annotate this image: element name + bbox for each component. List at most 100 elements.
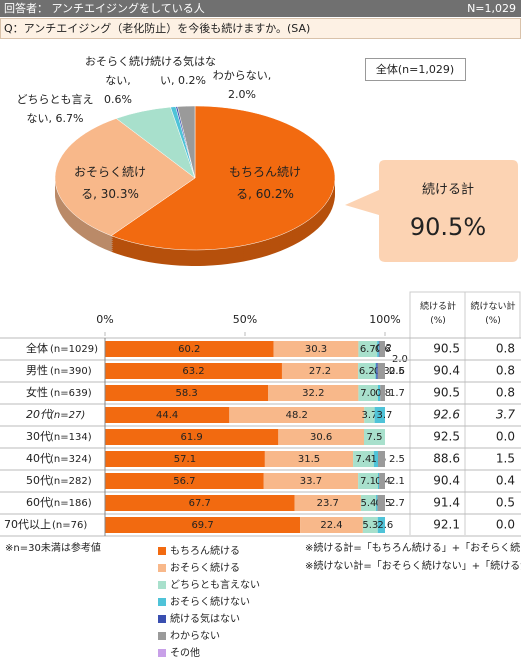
pie-label-line: もちろん続け [229, 165, 301, 179]
table-header-line: 続ける計 [420, 300, 456, 312]
bar-value-label: 57.1 [174, 454, 196, 465]
bar-segment [358, 341, 378, 357]
table-header-line: (%) [485, 316, 501, 326]
pie-label-line: おそらく続け [85, 54, 151, 68]
table-cell: 88.6 [433, 452, 460, 466]
bar-segment [377, 363, 385, 379]
table-header-line: (%) [430, 316, 446, 326]
legend-label: わからない [170, 630, 220, 642]
pie-label: おそらく続ける, 30.3% [74, 165, 146, 201]
x-tick-label: 100% [369, 313, 400, 326]
x-tick-label: 0% [96, 313, 113, 326]
n-label: (n=282) [50, 476, 92, 487]
table-header-line: 続けない計 [470, 300, 515, 312]
bar-segment [281, 363, 359, 379]
subtitle-box [365, 58, 466, 81]
bar-segment [294, 495, 361, 511]
bar-value-label: 58.3 [175, 388, 197, 399]
bar-segment [376, 363, 378, 379]
n-label: (n=76) [52, 520, 87, 531]
pie-label-line: どちらとも言え [17, 93, 94, 106]
bar-segment [353, 451, 374, 467]
bar-value-label: 7.5 [367, 432, 383, 443]
bar-segment [377, 495, 385, 511]
bar-segment [376, 495, 378, 511]
bar-segment [375, 363, 377, 379]
bar-value-label: 32.2 [302, 388, 324, 399]
table-cell: 90.4 [433, 364, 460, 378]
bar-segment [377, 341, 379, 357]
bar-value-label: 31.5 [298, 454, 320, 465]
pie-label-line: 2.0% [228, 88, 256, 101]
bar-segment [358, 385, 378, 401]
legend-swatch [158, 581, 166, 589]
table-cell: 90.4 [433, 474, 460, 488]
category-label: 30代 [26, 430, 51, 443]
bar-value-label: 7.1 [360, 476, 376, 487]
bar-value-label: 2.1 [389, 476, 405, 487]
respondents: 回答者： アンチエイジングをしている人 [4, 1, 205, 15]
header-bar [0, 0, 521, 17]
bar-segment [273, 341, 359, 357]
bar-value-label: 3.7 [377, 410, 393, 421]
bar-value-label: 56.7 [173, 476, 195, 487]
table-cell: 0.0 [496, 430, 515, 444]
bar-segment [105, 451, 265, 467]
bar-segment [300, 517, 363, 533]
pie-label: 続ける気はない, 0.2% [150, 54, 216, 87]
table-cell: 92.5 [433, 430, 460, 444]
pie-label-line: い, 0.2% [160, 74, 206, 87]
total-n: N=1,029 [467, 2, 516, 15]
table-cell: 92.6 [433, 408, 460, 422]
bar-segment [380, 385, 385, 401]
legend-label: もちろん続ける [170, 544, 240, 557]
table-cell: 0.5 [496, 496, 515, 510]
pie-label: おそらく続けない, 0.6% [85, 54, 151, 106]
category-label: 男性 [26, 363, 48, 377]
bar-segment [105, 517, 301, 533]
legend-swatch [158, 615, 166, 623]
table-cell: 91.4 [433, 496, 460, 510]
pie-label: わからない, 2.0% [213, 69, 272, 101]
legend-swatch [158, 547, 166, 555]
table-cell: 0.8 [496, 364, 515, 378]
x-tick-label: 50% [233, 313, 257, 326]
bar-segment [105, 385, 269, 401]
category-label: 50代 [26, 474, 51, 487]
legend-swatch [158, 598, 166, 606]
bar-segment [378, 451, 385, 467]
bar-segment [263, 473, 359, 489]
bar-segment [105, 363, 282, 379]
callout-label: 続ける計 [422, 182, 474, 198]
bar-segment [362, 517, 378, 533]
bar-value-label: 5.3 [362, 520, 378, 531]
table-header-label: 続けない計 (%) [470, 300, 515, 326]
table-cell: 90.5 [433, 342, 460, 356]
note: ※続ける計=「もちろん続ける」+「おそらく続ける」 [305, 541, 521, 554]
bar-segment [229, 407, 365, 423]
category-label: 40代 [26, 452, 51, 465]
bar-value-label: 48.2 [286, 410, 308, 421]
bar-value-label: 67.7 [189, 498, 211, 509]
pie-label-line: ない, [105, 74, 131, 87]
bar-segment [378, 385, 381, 401]
bar-value-label: 0.5 [389, 366, 405, 377]
bar-value-label: 27.2 [309, 366, 331, 377]
table-cell: 90.5 [433, 386, 460, 400]
bar-segment [105, 473, 264, 489]
legend-swatch [158, 632, 166, 640]
bar-segment [364, 429, 385, 445]
legend-label: おそらく続けない [170, 595, 250, 608]
category-label: 20代 [26, 408, 53, 421]
bar-value-label: 6.2 [359, 366, 375, 377]
category-label: 70代以上 [4, 518, 51, 531]
legend-label: どちらとも言えない [170, 578, 260, 591]
n-label: (n=1029) [50, 344, 98, 355]
pie-label: どちらとも言えない, 6.7% [17, 93, 94, 125]
bar-segment [358, 473, 378, 489]
bar-value-label: 7.4 [355, 454, 371, 465]
bar-value-label: 33.7 [300, 476, 322, 487]
bar-value-label: 22.4 [320, 520, 342, 531]
bar-segment [105, 407, 230, 423]
bar-value-label: 2.5 [389, 454, 405, 465]
